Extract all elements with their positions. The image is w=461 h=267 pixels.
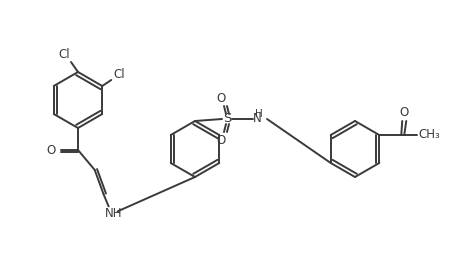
Text: NH: NH [105, 207, 122, 220]
Text: S: S [223, 112, 231, 125]
Text: O: O [400, 105, 409, 119]
Text: Cl: Cl [113, 68, 125, 80]
Text: CH₃: CH₃ [419, 128, 440, 142]
Text: O: O [216, 134, 225, 147]
Text: O: O [216, 92, 225, 104]
Text: Cl: Cl [58, 49, 70, 61]
Text: N: N [253, 112, 261, 125]
Text: O: O [47, 143, 56, 156]
Text: H: H [255, 109, 263, 119]
